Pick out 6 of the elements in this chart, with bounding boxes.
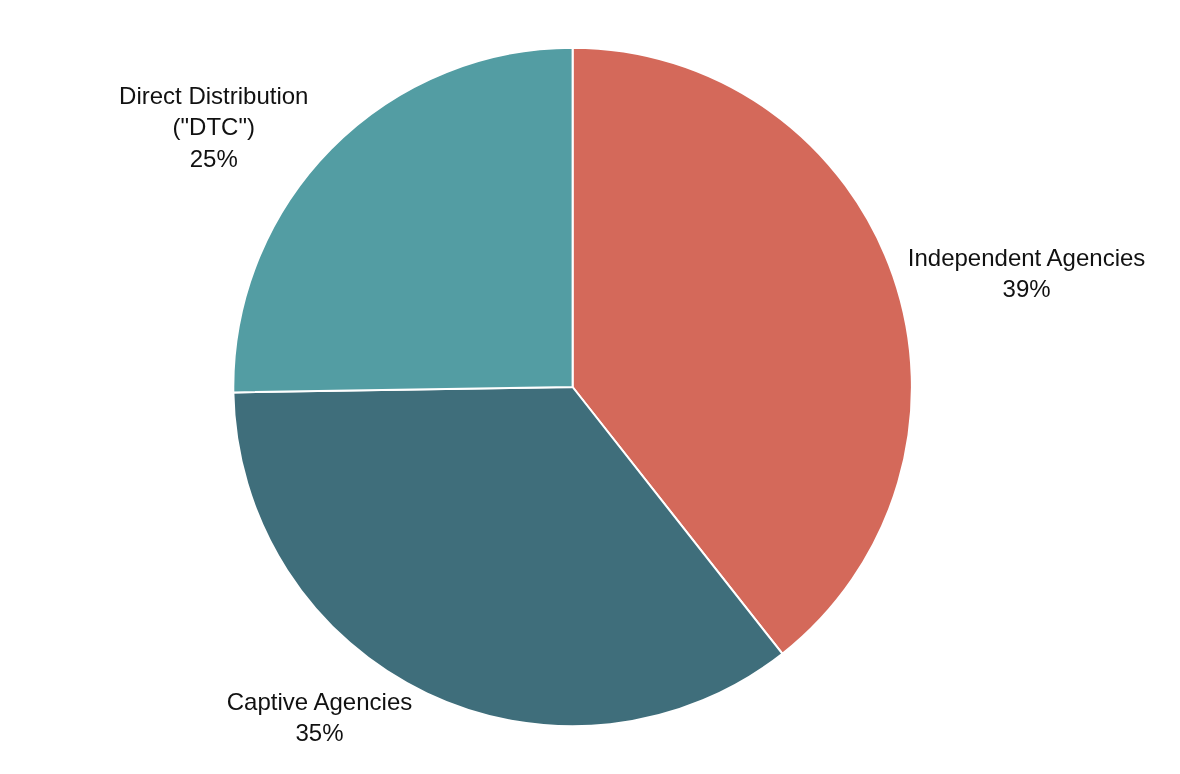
slice-label: Direct Distribution ("DTC") [119, 82, 309, 141]
data-label: 35% [295, 719, 344, 747]
data-label: 25% [189, 144, 238, 172]
data-label: 39% [1002, 275, 1051, 303]
slice-label: Captive Agencies [226, 687, 413, 715]
slice-label: Independent Agencies [907, 243, 1146, 271]
